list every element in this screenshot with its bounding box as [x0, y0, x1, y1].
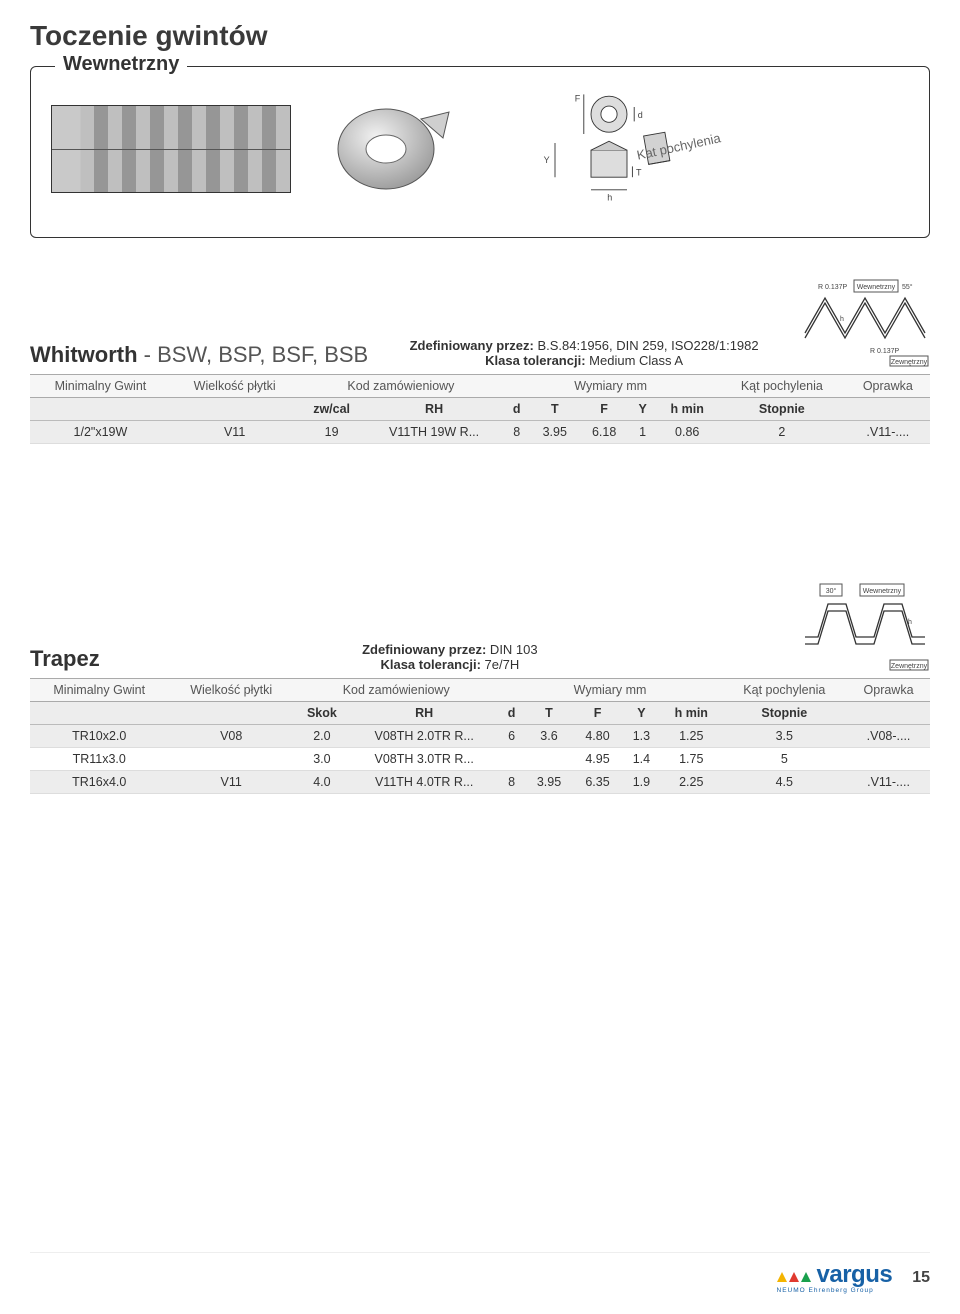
- whitworth-header: Whitworth - BSW, BSP, BSF, BSB Zdefiniow…: [30, 278, 930, 368]
- svg-text:h: h: [840, 316, 844, 323]
- trapez-table: Minimalny Gwint Wielkość płytki Kod zamó…: [30, 678, 930, 794]
- svg-text:30°: 30°: [826, 587, 837, 595]
- vargus-logo: vargus: [777, 1261, 893, 1289]
- logo-triangle-icon: [777, 1272, 787, 1282]
- svg-text:Wewnetrzny: Wewnetrzny: [863, 588, 902, 595]
- whitworth-profile-diagram: Wewnetrzny R 0.137P 55° h R 0.137P Zewnę…: [800, 278, 930, 368]
- table-group-header: Minimalny Gwint Wielkość płytki Kod zamó…: [30, 679, 930, 702]
- trapez-header: Trapez Zdefiniowany przez: DIN 103 Klasa…: [30, 582, 930, 672]
- table-group-header: Minimalny Gwint Wielkość płytki Kod zamó…: [30, 375, 930, 398]
- label-d: d: [638, 110, 643, 120]
- svg-text:R 0.137P: R 0.137P: [870, 348, 900, 355]
- svg-text:Zewnętrzny: Zewnętrzny: [891, 359, 928, 366]
- label-T: T: [636, 167, 642, 177]
- svg-text:Wewnetrzny: Wewnetrzny: [857, 284, 896, 291]
- panel-title: Wewnetrzny: [55, 53, 187, 76]
- svg-text:Zewnętrzny: Zewnętrzny: [891, 663, 928, 670]
- threaded-bar-illustration: [51, 105, 291, 193]
- table-unit-header: zw/cal RH d T F Y h min Stopnie: [30, 398, 930, 421]
- whitworth-name: Whitworth - BSW, BSP, BSF, BSB: [30, 342, 368, 367]
- logo-text: vargus: [817, 1261, 893, 1289]
- logo-triangle-icon: [789, 1272, 799, 1282]
- trapez-standard-text: Zdefiniowany przez: DIN 103 Klasa tolera…: [120, 642, 780, 672]
- trapez-name: Trapez: [30, 646, 100, 671]
- whitworth-table: Minimalny Gwint Wielkość płytki Kod zamó…: [30, 374, 930, 444]
- trapez-profile-diagram: Wewnetrzny 30° h Zewnętrzny: [800, 582, 930, 672]
- dimension-diagram: F d Y T h Kat pochylenia: [501, 89, 681, 209]
- page-number: 15: [912, 1269, 930, 1287]
- svg-text:R 0.137P: R 0.137P: [818, 284, 848, 291]
- logo-triangle-icon: [801, 1272, 811, 1282]
- table-row: TR10x2.0V082.0V08TH 2.0TR R...63.64.801.…: [30, 725, 930, 748]
- label-F: F: [575, 94, 581, 104]
- page-title: Toczenie gwintów: [30, 20, 930, 52]
- label-Y: Y: [544, 155, 550, 165]
- illustration-panel: Wewnetrzny: [30, 66, 930, 238]
- table-row: 1/2"x19W V11 19 V11TH 19W R... 8 3.95 6.…: [30, 421, 930, 444]
- table-row: TR16x4.0V114.0V11TH 4.0TR R...83.956.351…: [30, 771, 930, 794]
- table-unit-header: Skok RH d T F Y h min Stopnie: [30, 702, 930, 725]
- label-h: h: [607, 193, 612, 203]
- svg-text:h: h: [908, 619, 912, 626]
- svg-text:55°: 55°: [902, 283, 913, 291]
- page-footer: vargus NEUMO Ehrenberg Group 15: [30, 1252, 930, 1294]
- table-row: TR11x3.03.0V08TH 3.0TR R...4.951.41.755: [30, 748, 930, 771]
- insert-illustration: [321, 94, 471, 204]
- whitworth-standard-text: Zdefiniowany przez: B.S.84:1956, DIN 259…: [388, 338, 780, 368]
